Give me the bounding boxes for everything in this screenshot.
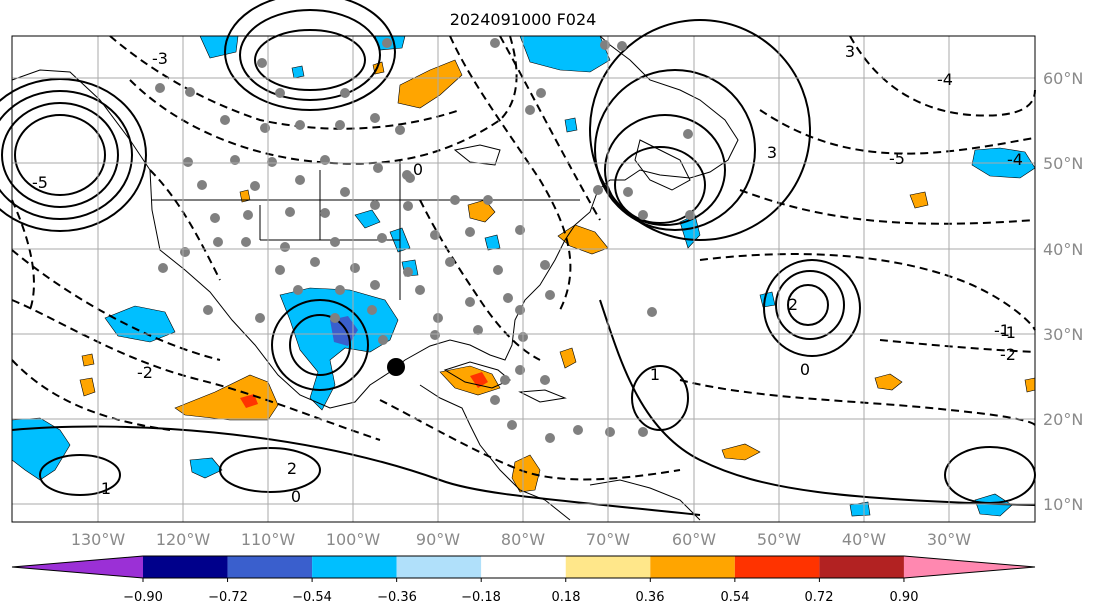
contour-label: 2 — [287, 459, 297, 478]
lon-label: 100°W — [326, 530, 381, 549]
contour-label: 1 — [650, 365, 660, 384]
colorbar-tick-label: −0.18 — [461, 590, 501, 605]
colorbar-segment — [312, 556, 397, 578]
colorbar-tick-label: −0.36 — [377, 590, 417, 605]
lon-label: 40°W — [842, 530, 886, 549]
lat-label: 20°N — [1043, 410, 1083, 429]
contour-label: 3 — [767, 143, 777, 162]
contour-label: -5 — [889, 149, 905, 168]
colorbar-segment — [143, 556, 228, 578]
contour-label: -3 — [152, 49, 168, 68]
positive-shading — [79, 59, 1036, 493]
colorbar-tick-labels: −0.90 −0.72 −0.54 −0.36 −0.18 0.18 0.36 … — [123, 590, 918, 605]
lon-label: 80°W — [501, 530, 545, 549]
contour-label: -1 — [1000, 323, 1016, 342]
colorbar-tick-label: −0.54 — [292, 590, 332, 605]
lat-label: 40°N — [1043, 240, 1083, 259]
lon-label: 70°W — [586, 530, 630, 549]
storm-center-marker — [387, 358, 405, 376]
colorbar-segment — [227, 556, 313, 578]
lon-label: 90°W — [416, 530, 460, 549]
colorbar-segment — [734, 556, 820, 578]
contour-label: 0 — [291, 487, 301, 506]
longitude-labels: 130°W 120°W 110°W 100°W 90°W 80°W 70°W 6… — [71, 530, 971, 549]
colorbar-tick-label: 0.54 — [721, 590, 750, 605]
colorbar-tick-label: −0.90 — [123, 590, 163, 605]
lon-label: 120°W — [156, 530, 211, 549]
colorbar-segment — [481, 556, 566, 578]
strong-negative-shading — [330, 316, 358, 346]
contour-label: -1 — [994, 321, 1010, 340]
graticule — [12, 36, 1035, 522]
positive-contours — [0, 0, 1036, 516]
contour-label: 2 — [788, 295, 798, 314]
contour-label: 0 — [413, 160, 423, 179]
lon-label: 130°W — [71, 530, 126, 549]
contour-label: 0 — [800, 360, 810, 379]
colorbar-tick-label: 0.90 — [890, 590, 919, 605]
contour-label: -2 — [137, 363, 153, 382]
lat-label: 10°N — [1043, 495, 1083, 514]
lon-label: 30°W — [927, 530, 971, 549]
station-dots — [155, 38, 695, 443]
contour-label: 3 — [845, 42, 855, 61]
contour-label: -5 — [32, 173, 48, 192]
lat-label: 60°N — [1043, 69, 1083, 88]
lat-label: 30°N — [1043, 325, 1083, 344]
colorbar-segment — [650, 556, 735, 578]
colorbar-tick-label: 0.72 — [805, 590, 834, 605]
map-panel: -5 -4 -3 -2 -1 0 0 1 1 2 2 3 -4 -5 -1 -2… — [0, 0, 1036, 523]
colorbar — [11, 555, 1036, 582]
lon-label: 60°W — [672, 530, 716, 549]
contour-label: 1 — [101, 479, 111, 498]
contour-label: -2 — [1000, 345, 1016, 364]
colorbar-extend-high — [903, 556, 1035, 578]
lon-label: 50°W — [757, 530, 801, 549]
lat-label: 50°N — [1043, 154, 1083, 173]
strong-positive-shading — [240, 372, 488, 408]
contour-label: -4 — [937, 70, 953, 89]
contour-labels: -5 -4 -3 -2 -1 0 0 1 1 2 2 3 -4 -5 -1 -2… — [32, 42, 1023, 506]
contour-label: -4 — [1007, 150, 1023, 169]
colorbar-tick-label: 0.18 — [552, 590, 581, 605]
colorbar-segment — [396, 556, 482, 578]
latitude-labels: 60°N 50°N 40°N 30°N 20°N 10°N — [1043, 69, 1083, 514]
colorbar-tick-label: −0.72 — [208, 590, 248, 605]
colorbar-tick-label: 0.36 — [636, 590, 665, 605]
colorbar-segment — [565, 556, 651, 578]
lon-label: 110°W — [241, 530, 296, 549]
colorbar-segment — [819, 556, 904, 578]
colorbar-extend-low — [12, 556, 143, 578]
figure-title: 2024091000 F024 — [450, 10, 597, 29]
